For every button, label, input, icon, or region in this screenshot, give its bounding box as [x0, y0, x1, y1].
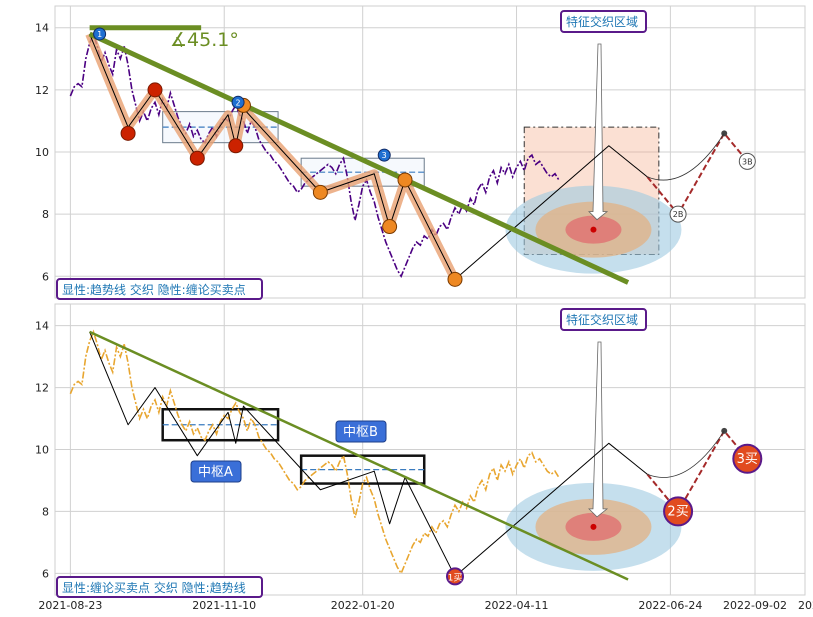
forecast-arc — [647, 133, 725, 181]
buy-point-marker — [397, 172, 413, 188]
top-region-label: 特征交织区域 — [566, 14, 638, 29]
y-tick-label: 10 — [35, 146, 49, 159]
zhongshu-a-badge: 中枢A — [190, 460, 242, 483]
x-tick-label: 2022-09-02 — [723, 599, 787, 612]
y-tick-label: 6 — [42, 270, 49, 283]
buy-signal-label: 3买 — [737, 452, 758, 467]
forecast-point-label: 3B — [742, 157, 753, 166]
sell-point-marker — [147, 82, 163, 98]
buy-signal-label: 2买 — [667, 504, 688, 519]
top-legend-text: 显性:趋势线 交织 隐性:缠论买卖点 — [62, 282, 246, 297]
chart-layers: 1 2 3 2B 3B 1买 2买 3买 — [69, 25, 763, 586]
buy-signal-label: 1买 — [448, 572, 463, 583]
trendline-angle-label: ∡45.1° — [170, 29, 239, 51]
top-legend-box: 显性:趋势线 交织 隐性:缠论买卖点 — [56, 278, 263, 300]
buy-signal-marker — [663, 496, 694, 527]
feature-center-dot — [590, 523, 597, 530]
forecast-arc — [647, 430, 725, 478]
x-tick-label: 2022-04-11 — [485, 599, 549, 612]
zhongshu-b-badge: 中枢B — [335, 420, 387, 443]
bottom-legend-text: 显性:缠论买卖点 交织 隐性:趋势线 — [62, 580, 246, 595]
y-tick-label: 12 — [35, 84, 49, 97]
zhongshu-a-label: 中枢A — [198, 465, 233, 480]
forecast-point-marker — [738, 152, 756, 170]
feature-arrow — [588, 341, 609, 518]
y-tick-label: 6 — [42, 567, 49, 580]
bottom-panel-layer: 1买 2买 3买 — [69, 329, 763, 586]
stroke-index-marker — [377, 148, 391, 162]
y-tick-label: 8 — [42, 208, 49, 221]
bi-line — [89, 33, 648, 280]
feature-center-dot — [590, 226, 597, 233]
y-tick-label: 14 — [35, 320, 49, 333]
forecast-point-label: 2B — [673, 210, 684, 219]
sell-point-marker — [189, 150, 205, 166]
top-panel-layer: 1 2 3 2B 3B — [69, 25, 756, 287]
buy-signal-marker — [732, 443, 763, 474]
bottom-region-label-box: 特征交织区域 — [560, 308, 647, 331]
stroke-index-label: 1 — [97, 30, 102, 39]
x-tick-label: 2021-08-23 — [38, 599, 102, 612]
price-series-line — [69, 329, 560, 576]
trend-line — [89, 330, 629, 581]
forecast-point-marker — [669, 205, 687, 223]
buy-signal-marker — [446, 567, 464, 586]
x-tick-label: 2021-11-10 — [192, 599, 256, 612]
y-tick-label: 14 — [35, 22, 49, 35]
sell-point-marker — [120, 125, 136, 141]
buy-point-marker — [447, 271, 463, 287]
forecast-line — [646, 429, 749, 514]
buy-point-marker — [382, 219, 398, 235]
x-tick-label: 2022-01-20 — [331, 599, 395, 612]
forecast-line — [646, 131, 749, 216]
sell-point-marker — [228, 138, 244, 154]
y-tick-label: 8 — [42, 505, 49, 518]
trend-line — [88, 31, 630, 285]
bottom-region-label: 特征交织区域 — [566, 312, 638, 327]
y-tick-label: 10 — [35, 444, 49, 457]
stroke-index-marker — [231, 95, 245, 109]
bottom-legend-box: 显性:缠论买卖点 交织 隐性:趋势线 — [56, 576, 263, 598]
zhongshu-b-label: 中枢B — [343, 425, 378, 440]
stroke-index-label: 3 — [382, 151, 387, 160]
bi-line — [89, 331, 648, 577]
y-tick-label: 12 — [35, 382, 49, 395]
x-tick-label: 2022-10-25 — [798, 599, 813, 612]
buy-point-marker — [312, 184, 328, 200]
stroke-index-marker — [93, 27, 107, 41]
top-region-label-box: 特征交织区域 — [560, 10, 647, 33]
feature-arrow — [588, 43, 609, 221]
x-tick-label: 2022-06-24 — [638, 599, 702, 612]
price-series-line — [69, 31, 560, 279]
stroke-index-label: 2 — [236, 98, 241, 107]
